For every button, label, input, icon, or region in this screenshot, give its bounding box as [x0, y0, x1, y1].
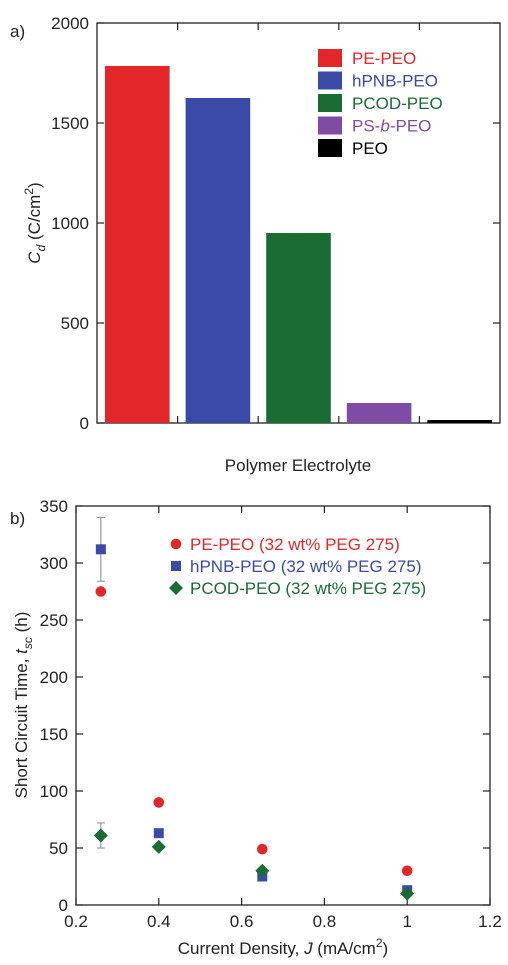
x-axis-b: 0.2 0.4 0.6 0.8 1 1.2 [64, 506, 502, 931]
point-circle [153, 797, 165, 808]
point-diamond [255, 863, 270, 878]
legend-marker [169, 581, 183, 595]
y-label-ital: t [12, 648, 31, 654]
bar-hpnb-peo [185, 98, 251, 423]
x-axis-a [177, 23, 420, 423]
y-tick-label: 1500 [51, 114, 89, 133]
y-tick-label: 500 [61, 314, 89, 333]
legend-swatch [318, 116, 342, 135]
plot-frame-b [75, 505, 491, 906]
y-tick-label: 350 [40, 497, 68, 516]
legend-label: PE-PEO [352, 49, 416, 68]
y-axis-label-b: Short Circuit Time, tsc (h) [12, 612, 35, 799]
data-points [93, 516, 415, 901]
legend-swatch [318, 71, 342, 90]
x-axis-label-b: Current Density, J (mA/cm2) [178, 936, 388, 958]
y-tick-label: 50 [49, 839, 68, 858]
bar-pcod-peo [266, 233, 331, 423]
x-label-ital: J [303, 939, 313, 958]
point-diamond [93, 828, 108, 843]
bar-ps-b-peo [346, 403, 412, 423]
legend-label: PEO [352, 139, 388, 158]
y-label-sup: 2 [22, 188, 36, 195]
y-label-main: C [25, 251, 44, 264]
y-tick-label: 300 [40, 554, 68, 573]
y-tick-label: 250 [40, 611, 68, 630]
legend-swatch [318, 139, 342, 157]
x-tick-label: 1 [402, 912, 411, 931]
x-tick-label: 0.8 [313, 912, 337, 931]
x-label-main: Current Density, [178, 939, 304, 958]
point-diamond [400, 886, 415, 901]
y-tick-label: 100 [40, 782, 68, 801]
y-tick-label: 150 [40, 725, 68, 744]
x-label-unit: (mA/cm [313, 939, 376, 958]
x-tick-label: 0.2 [64, 912, 88, 931]
point-circle [401, 865, 413, 877]
x-axis-label-a: Polymer Electrolyte [225, 456, 371, 475]
point-square [95, 544, 106, 555]
legend-marker [171, 561, 181, 571]
bar-pe-peo [105, 66, 170, 423]
y-tick-label: 1000 [51, 214, 89, 233]
y-label-main: Short Circuit Time, [12, 654, 31, 799]
y-axis-a: 0 500 1000 1500 2000 [51, 14, 500, 433]
legend-a: PE-PEO hPNB-PEO PCOD-PEO PS-b-PEO PEO [318, 49, 443, 158]
x-tick-label: 0.4 [147, 912, 171, 931]
y-label-unit: (h) [12, 612, 31, 638]
x-label-close: ) [383, 939, 389, 958]
legend-label: hPNB-PEO (32 wt% PEG 275) [190, 557, 421, 576]
y-label-sub: sc [21, 637, 35, 649]
point-square [153, 828, 164, 839]
panel-label-b: b) [10, 509, 25, 528]
bar-chart-panel: a) 0 500 1000 1500 2000 PE-PEO hPNB-PEO PCOD-P… [10, 14, 501, 475]
point-circle [257, 843, 268, 855]
y-axis-b: 0 50 100 150 200 250 300 350 [40, 497, 490, 915]
y-axis-label-a: Cd (C/cm2) [22, 182, 48, 263]
scatter-chart-panel: b) 0 50 100 150 200 250 300 350 0.2 0.4 0.6 0.8 1 1.… [10, 497, 502, 958]
x-tick-label: 0.6 [230, 912, 254, 931]
y-tick-label: 0 [80, 414, 89, 433]
y-label-unit: (C/cm [25, 195, 44, 245]
panel-label-a: a) [10, 22, 25, 41]
bar-peo [427, 420, 492, 423]
point-circle [95, 586, 107, 597]
legend-label: PS-b-PEO [352, 117, 431, 136]
legend-marker [170, 538, 182, 550]
legend-label: PCOD-PEO [352, 94, 443, 113]
x-label-sup: 2 [376, 936, 383, 950]
y-tick-label: 2000 [51, 14, 89, 33]
legend-swatch [318, 94, 342, 112]
legend-label: PE-PEO (32 wt% PEG 275) [190, 535, 400, 554]
bars [105, 66, 492, 423]
legend-swatch [318, 49, 342, 67]
legend-label: PCOD-PEO (32 wt% PEG 275) [190, 579, 426, 598]
x-tick-label: 1.2 [478, 912, 502, 931]
point-diamond [151, 839, 166, 854]
legend-label: hPNB-PEO [352, 72, 438, 91]
legend-b: PE-PEO (32 wt% PEG 275) hPNB-PEO (32 wt% … [169, 535, 426, 598]
y-tick-label: 200 [40, 668, 68, 687]
y-label-close: ) [25, 182, 44, 188]
y-label-sub: d [34, 244, 48, 251]
y-tick-label: 0 [59, 896, 68, 915]
